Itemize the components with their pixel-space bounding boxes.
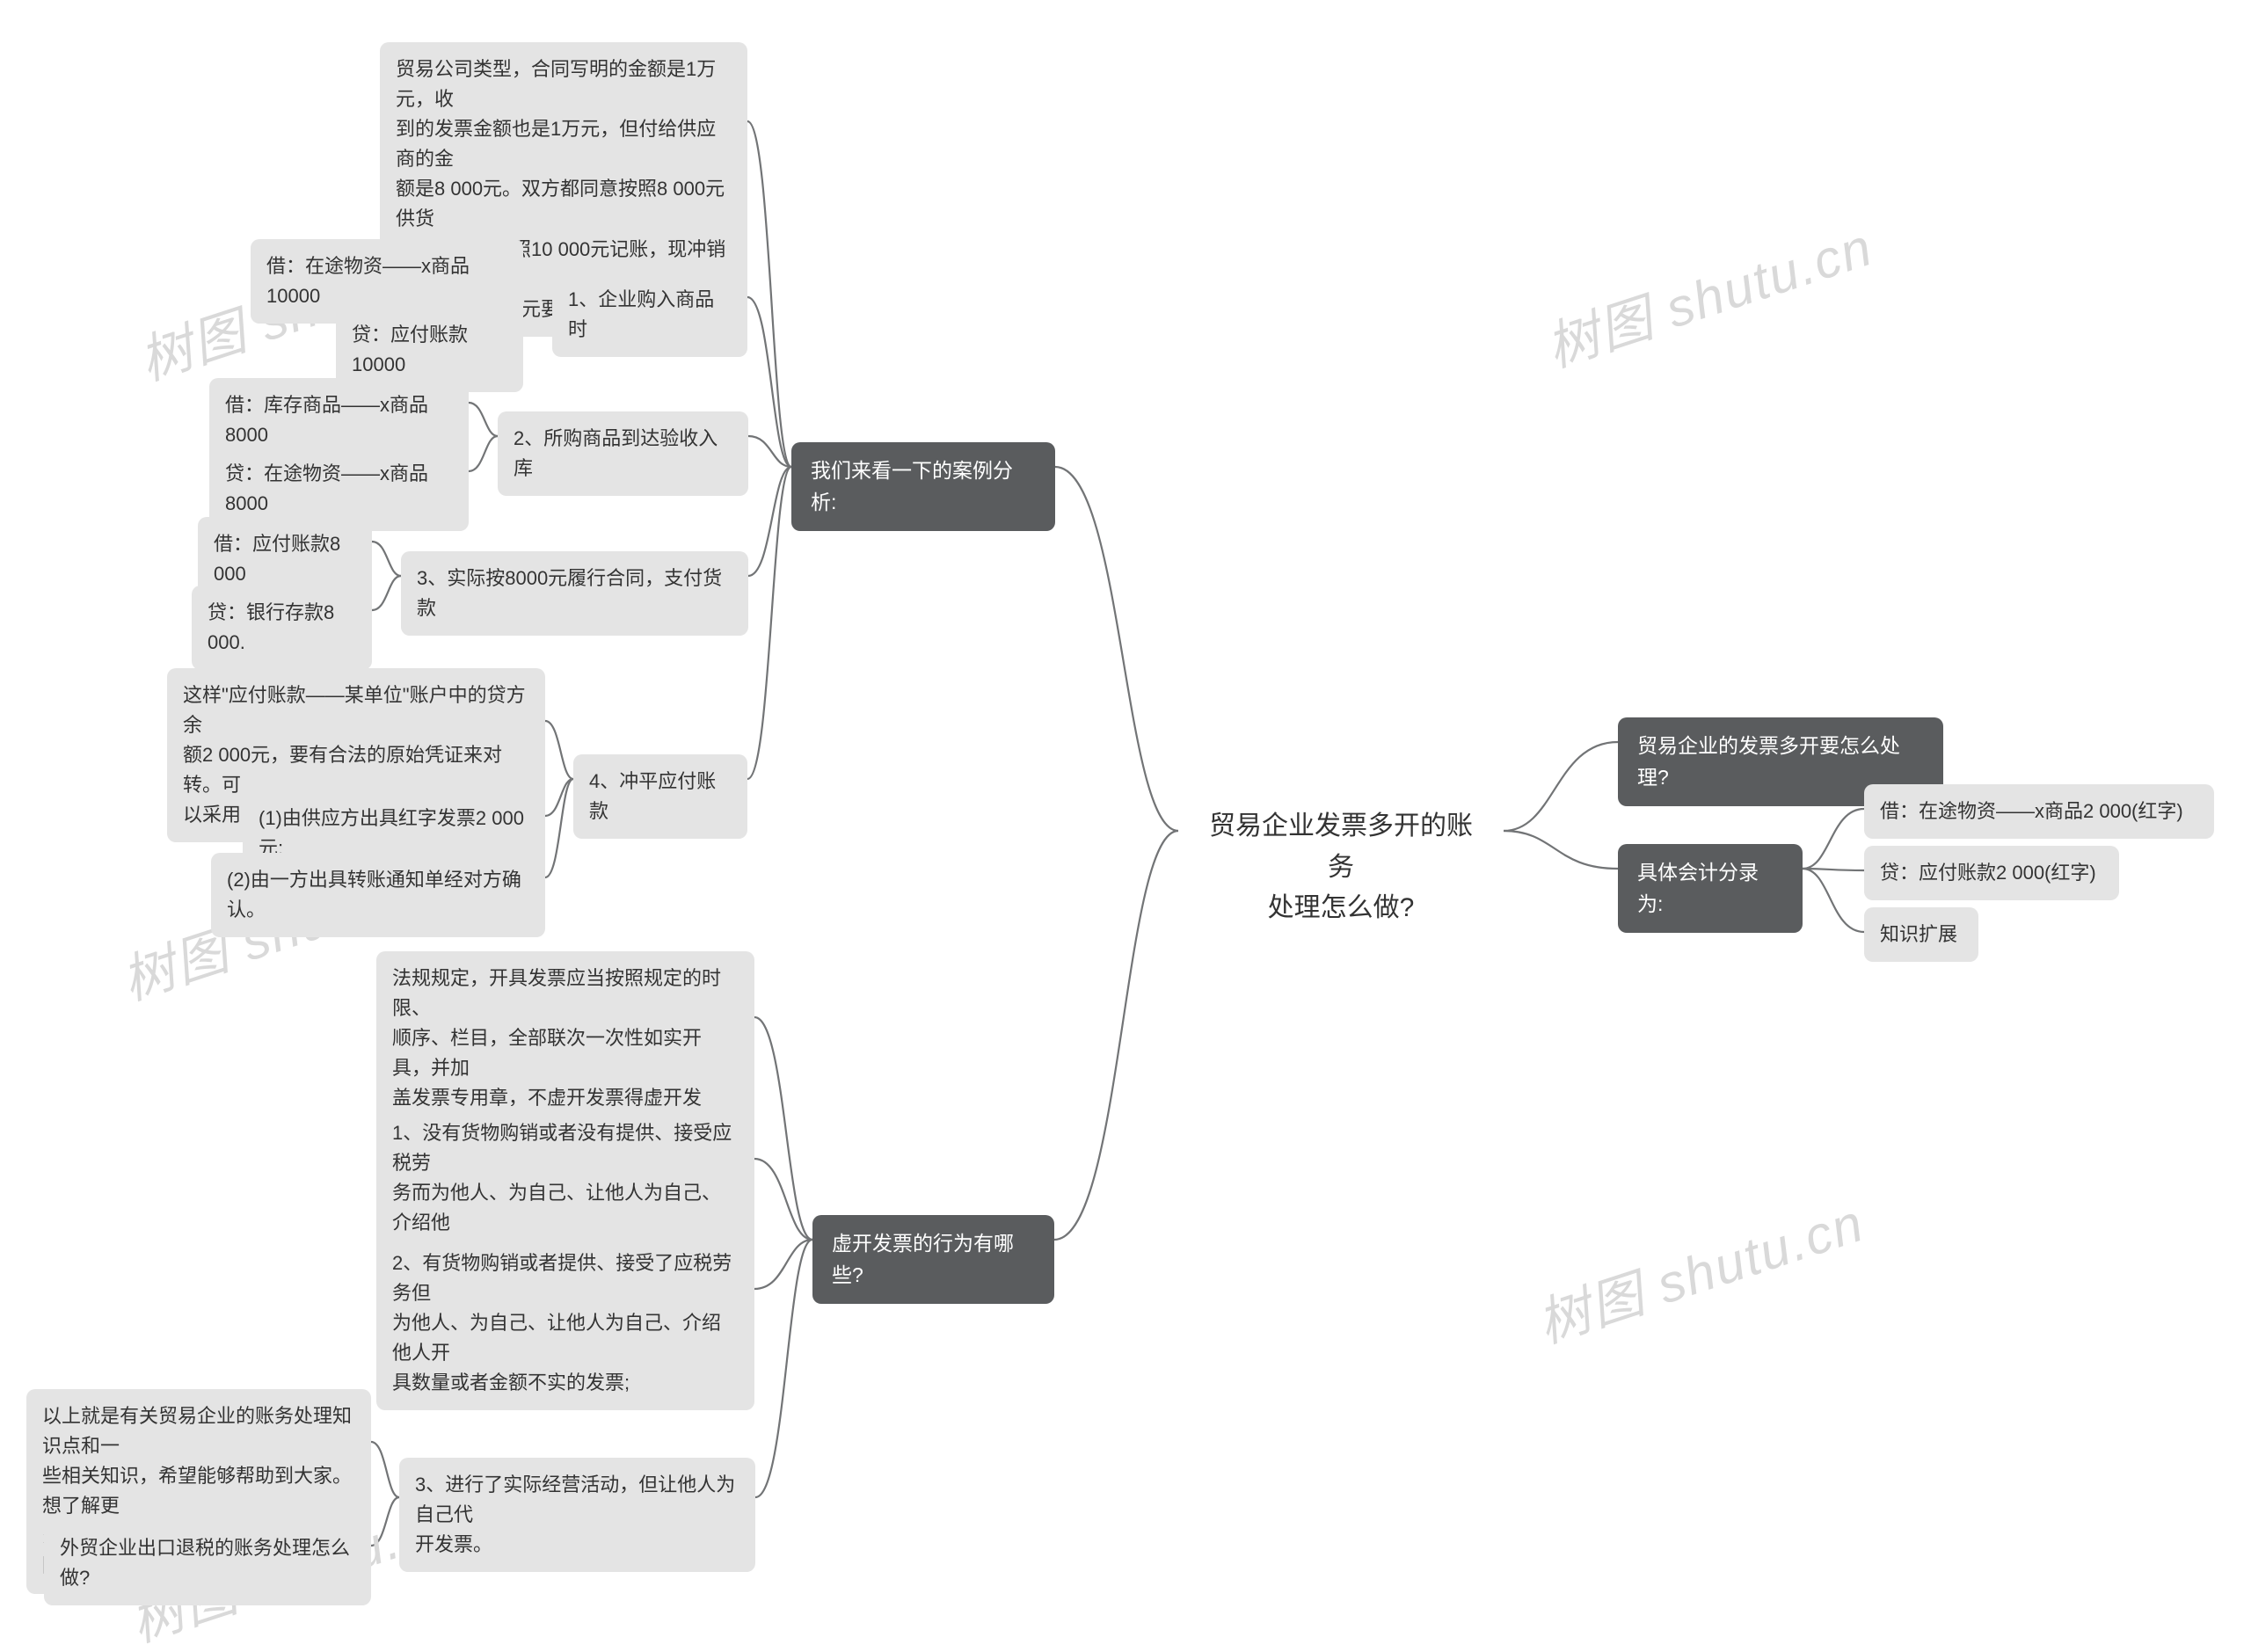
branch-node[interactable]: 虚开发票的行为有哪些?: [812, 1215, 1054, 1304]
connector: [469, 436, 498, 471]
connector: [1504, 742, 1618, 831]
connector: [1803, 869, 1864, 870]
connector: [747, 467, 791, 779]
connector: [1504, 831, 1618, 869]
leaf-node[interactable]: 贷：银行存款8 000.: [192, 586, 372, 670]
leaf-node[interactable]: 知识扩展: [1864, 907, 1978, 962]
root-node[interactable]: 贸易企业发票多开的账务 处理怎么做?: [1178, 787, 1504, 949]
leaf-node[interactable]: 3、实际按8000元履行合同，支付货款: [401, 551, 748, 636]
leaf-node[interactable]: 1、企业购入商品时: [552, 273, 747, 357]
connector: [1803, 809, 1864, 869]
leaf-node[interactable]: 2、有货物购销或者提供、接受了应税劳务但 为他人、为自己、让他人为自己、介绍他人…: [376, 1236, 754, 1410]
connector: [371, 1497, 399, 1546]
connector: [372, 542, 401, 576]
leaf-node[interactable]: 4、冲平应付账款: [573, 754, 747, 839]
connector: [372, 576, 401, 610]
connector: [545, 779, 573, 877]
leaf-node[interactable]: 贷：应付账款2 000(红字): [1864, 846, 2119, 900]
connector: [469, 403, 498, 436]
branch-node[interactable]: 具体会计分录为:: [1618, 844, 1803, 933]
leaf-node[interactable]: 借：在途物资——x商品2 000(红字): [1864, 784, 2214, 839]
connector: [371, 1442, 399, 1497]
connector: [754, 1017, 812, 1240]
branch-node[interactable]: 我们来看一下的案例分析:: [791, 442, 1055, 531]
connector: [545, 721, 573, 779]
connector: [747, 297, 791, 467]
leaf-node[interactable]: (2)由一方出具转账通知单经对方确认。: [211, 853, 545, 937]
connector: [1054, 831, 1178, 1240]
connector: [1055, 467, 1178, 831]
connector: [755, 1240, 812, 1497]
leaf-node[interactable]: 外贸企业出口退税的账务处理怎么做?: [44, 1521, 371, 1605]
leaf-node[interactable]: 2、所购商品到达验收入库: [498, 411, 748, 496]
connector: [1803, 869, 1864, 932]
leaf-node[interactable]: 3、进行了实际经营活动，但让他人为自己代 开发票。: [399, 1458, 755, 1572]
connector: [754, 1240, 812, 1289]
connector: [747, 121, 791, 467]
